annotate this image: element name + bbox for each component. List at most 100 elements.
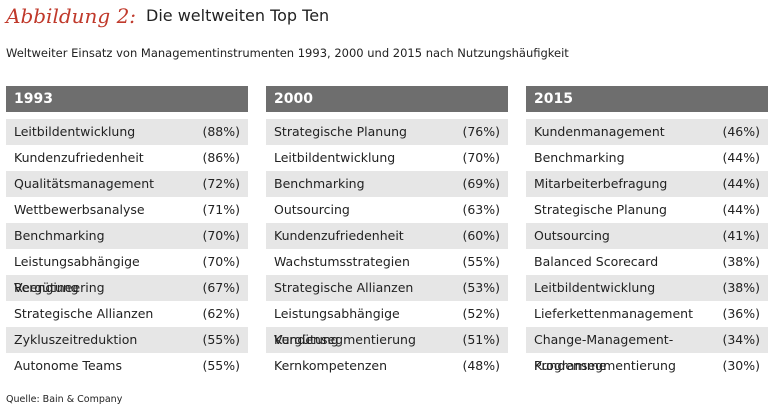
- table-row: Balanced Scorecard (38%): [526, 249, 768, 275]
- table-row: Wachstumsstrategien (55%): [266, 249, 508, 275]
- item-name: Change-Management-Programme: [534, 332, 674, 373]
- item-name: Kundenmanagement: [534, 124, 665, 139]
- item-value: (44%): [722, 150, 760, 165]
- table-row: Outsourcing (63%): [266, 197, 508, 223]
- table-row: Change-Management-Programme (34%): [526, 327, 768, 373]
- table-row: Leistungsabhängige Vergütung (52%): [266, 301, 508, 347]
- item-value: (55%): [202, 332, 240, 347]
- table-row: Outsourcing (41%): [526, 223, 768, 249]
- item-value: (71%): [202, 202, 240, 217]
- item-name: Leitbildentwicklung: [14, 124, 136, 139]
- item-name: Wachstumsstrategien: [274, 254, 410, 269]
- table-row: Strategische Planung (76%): [266, 119, 508, 145]
- item-name: Kundensegmentierung: [534, 358, 676, 373]
- item-value: (88%): [202, 124, 240, 139]
- item-name: Mitarbeiterbefragung: [534, 176, 668, 191]
- table-row: Lieferkettenmanagement (36%): [526, 301, 768, 327]
- item-value: (38%): [722, 254, 760, 269]
- table-row: Kundensegmentierung (30%): [526, 353, 768, 379]
- item-value: (55%): [462, 254, 500, 269]
- item-value: (72%): [202, 176, 240, 191]
- table-row: Leistungsabhängige Vergütung (70%): [6, 249, 248, 295]
- table-row: Reengineering (67%): [6, 275, 248, 301]
- column: 1993 Leitbildentwicklung (88%) Kundenzufrie…: [6, 86, 248, 379]
- table-row: Kernkompetenzen (48%): [266, 353, 508, 379]
- item-value: (41%): [722, 228, 760, 243]
- item-value: (38%): [722, 280, 760, 295]
- table-row: Benchmarking (70%): [6, 223, 248, 249]
- item-name: Leitbildentwicklung: [534, 280, 656, 295]
- item-name: Zykluszeitreduktion: [14, 332, 138, 347]
- column-header: 2015: [526, 86, 768, 112]
- table-row: Mitarbeiterbefragung (44%): [526, 171, 768, 197]
- item-value: (70%): [202, 254, 240, 269]
- table-row: Strategische Allianzen (62%): [6, 301, 248, 327]
- table-row: Benchmarking (69%): [266, 171, 508, 197]
- item-name: Kundensegmentierung: [274, 332, 416, 347]
- item-name: Leistungsabhängige Vergütung: [14, 254, 140, 295]
- item-value: (34%): [722, 332, 760, 347]
- table-row: Autonome Teams (55%): [6, 353, 248, 379]
- item-name: Balanced Scorecard: [534, 254, 659, 269]
- item-name: Wettbewerbsanalyse: [14, 202, 145, 217]
- table-row: Kundenmanagement (46%): [526, 119, 768, 145]
- item-name: Kundenzufriedenheit: [14, 150, 144, 165]
- item-value: (69%): [462, 176, 500, 191]
- item-name: Outsourcing: [534, 228, 610, 243]
- item-name: Strategische Allianzen: [274, 280, 414, 295]
- item-name: Benchmarking: [274, 176, 365, 191]
- column-header: 2000: [266, 86, 508, 112]
- item-value: (86%): [202, 150, 240, 165]
- item-value: (67%): [202, 280, 240, 295]
- table-row: Zykluszeitreduktion (55%): [6, 327, 248, 353]
- table-row: Strategische Allianzen (53%): [266, 275, 508, 301]
- table-row: Wettbewerbsanalyse (71%): [6, 197, 248, 223]
- item-name: Lieferkettenmanagement: [534, 306, 693, 321]
- item-name: Qualitätsmanagement: [14, 176, 155, 191]
- item-value: (30%): [722, 358, 760, 373]
- item-name: Leistungsabhängige Vergütung: [274, 306, 400, 347]
- item-name: Reengineering: [14, 280, 105, 295]
- item-value: (52%): [462, 306, 500, 321]
- item-value: (62%): [202, 306, 240, 321]
- item-name: Strategische Allianzen: [14, 306, 154, 321]
- item-value: (63%): [462, 202, 500, 217]
- item-value: (55%): [202, 358, 240, 373]
- column-header: 1993: [6, 86, 248, 112]
- item-value: (60%): [462, 228, 500, 243]
- item-name: Autonome Teams: [14, 358, 122, 373]
- item-value: (51%): [462, 332, 500, 347]
- subtitle: Weltweiter Einsatz von Managementinstrum…: [6, 46, 569, 60]
- figure-label: Abbildung 2:: [6, 4, 137, 28]
- item-value: (48%): [462, 358, 500, 373]
- item-value: (46%): [722, 124, 760, 139]
- item-value: (53%): [462, 280, 500, 295]
- item-name: Kernkompetenzen: [274, 358, 388, 373]
- item-name: Kundenzufriedenheit: [274, 228, 404, 243]
- item-value: (70%): [202, 228, 240, 243]
- table-row: Kundensegmentierung (51%): [266, 327, 508, 353]
- table-row: Kundenzufriedenheit (86%): [6, 145, 248, 171]
- column: 2000 Strategische Planung (76%) Leitbildent…: [266, 86, 508, 379]
- item-name: Outsourcing: [274, 202, 350, 217]
- item-value: (36%): [722, 306, 760, 321]
- item-value: (44%): [722, 202, 760, 217]
- column: 2015 Kundenmanagement (46%) Benchmarking (44…: [526, 86, 768, 379]
- item-name: Strategische Planung: [274, 124, 407, 139]
- table-row: Leitbildentwicklung (88%): [6, 119, 248, 145]
- item-name: Strategische Planung: [534, 202, 667, 217]
- figure-title: Die weltweiten Top Ten: [146, 6, 330, 25]
- table-row: Kundenzufriedenheit (60%): [266, 223, 508, 249]
- table-row: Leitbildentwicklung (70%): [266, 145, 508, 171]
- item-value: (44%): [722, 176, 760, 191]
- item-name: Leitbildentwicklung: [274, 150, 396, 165]
- table-row: Leitbildentwicklung (38%): [526, 275, 768, 301]
- item-value: (70%): [462, 150, 500, 165]
- table-row: Benchmarking (44%): [526, 145, 768, 171]
- item-name: Benchmarking: [14, 228, 105, 243]
- table-row: Qualitätsmanagement (72%): [6, 171, 248, 197]
- source: Quelle: Bain & Company: [6, 394, 123, 405]
- item-name: Benchmarking: [534, 150, 625, 165]
- table-row: Strategische Planung (44%): [526, 197, 768, 223]
